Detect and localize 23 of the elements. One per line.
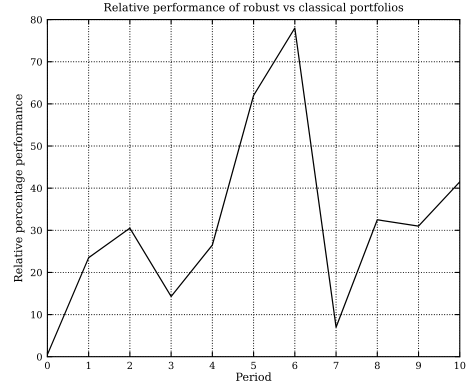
y-tick-label: 30 <box>30 226 42 234</box>
y-tick-label: 60 <box>30 100 42 108</box>
x-tick-label: 7 <box>334 362 338 369</box>
y-tick-label: 10 <box>31 311 42 318</box>
y-tick-label: 0 <box>36 353 42 361</box>
x-tick-label: 9 <box>416 362 421 370</box>
x-tick-label: 0 <box>44 362 50 370</box>
x-tick-label: 3 <box>168 362 174 370</box>
x-tick-label: 1 <box>86 362 90 369</box>
y-tick-label: 20 <box>30 268 42 276</box>
y-tick-label: 40 <box>30 184 42 192</box>
x-tick-label: 10 <box>454 362 466 370</box>
x-tick-label: 8 <box>374 362 380 370</box>
x-axis-title: Period <box>236 372 272 381</box>
x-tick-label: 5 <box>251 362 256 370</box>
chart-title: Relative performance of robust vs classical portfolios <box>104 2 404 14</box>
x-tick-label: 2 <box>127 362 132 369</box>
x-tick-label: 4 <box>210 362 215 369</box>
y-tick-label: 80 <box>30 16 42 24</box>
y-axis-title: Relative percentage performance <box>14 94 25 282</box>
y-tick-label: 70 <box>30 58 42 66</box>
y-tick-label: 50 <box>30 142 42 150</box>
x-tick-label: 6 <box>292 362 298 370</box>
